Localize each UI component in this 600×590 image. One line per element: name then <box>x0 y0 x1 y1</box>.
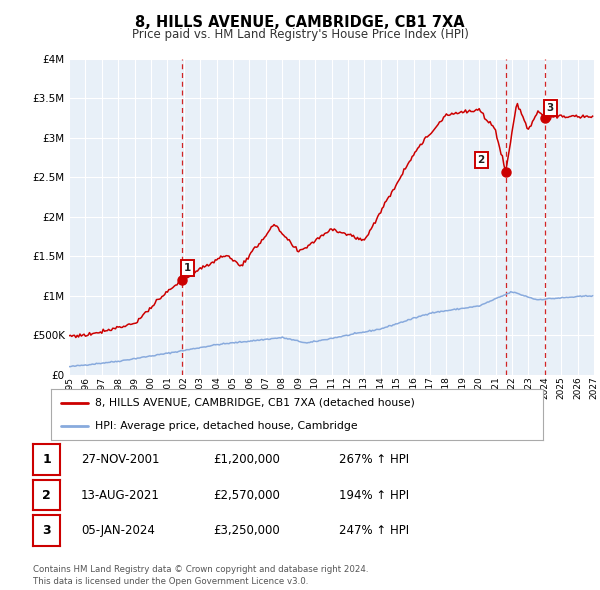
Text: £2,570,000: £2,570,000 <box>213 489 280 502</box>
Text: £1,200,000: £1,200,000 <box>213 453 280 466</box>
Text: £3,250,000: £3,250,000 <box>213 524 280 537</box>
Text: 3: 3 <box>547 103 554 113</box>
Text: Price paid vs. HM Land Registry's House Price Index (HPI): Price paid vs. HM Land Registry's House … <box>131 28 469 41</box>
Text: 267% ↑ HPI: 267% ↑ HPI <box>339 453 409 466</box>
Text: 8, HILLS AVENUE, CAMBRIDGE, CB1 7XA (detached house): 8, HILLS AVENUE, CAMBRIDGE, CB1 7XA (det… <box>95 398 415 408</box>
Text: HPI: Average price, detached house, Cambridge: HPI: Average price, detached house, Camb… <box>95 421 358 431</box>
Text: 1: 1 <box>184 263 191 273</box>
Text: 247% ↑ HPI: 247% ↑ HPI <box>339 524 409 537</box>
Text: 3: 3 <box>42 524 51 537</box>
Text: 8, HILLS AVENUE, CAMBRIDGE, CB1 7XA: 8, HILLS AVENUE, CAMBRIDGE, CB1 7XA <box>135 15 465 30</box>
Text: 1: 1 <box>42 453 51 466</box>
Text: 2: 2 <box>42 489 51 502</box>
Text: 27-NOV-2001: 27-NOV-2001 <box>81 453 160 466</box>
Text: Contains HM Land Registry data © Crown copyright and database right 2024.
This d: Contains HM Land Registry data © Crown c… <box>33 565 368 586</box>
Text: 2: 2 <box>478 155 485 165</box>
Text: 13-AUG-2021: 13-AUG-2021 <box>81 489 160 502</box>
Text: 194% ↑ HPI: 194% ↑ HPI <box>339 489 409 502</box>
Text: 05-JAN-2024: 05-JAN-2024 <box>81 524 155 537</box>
